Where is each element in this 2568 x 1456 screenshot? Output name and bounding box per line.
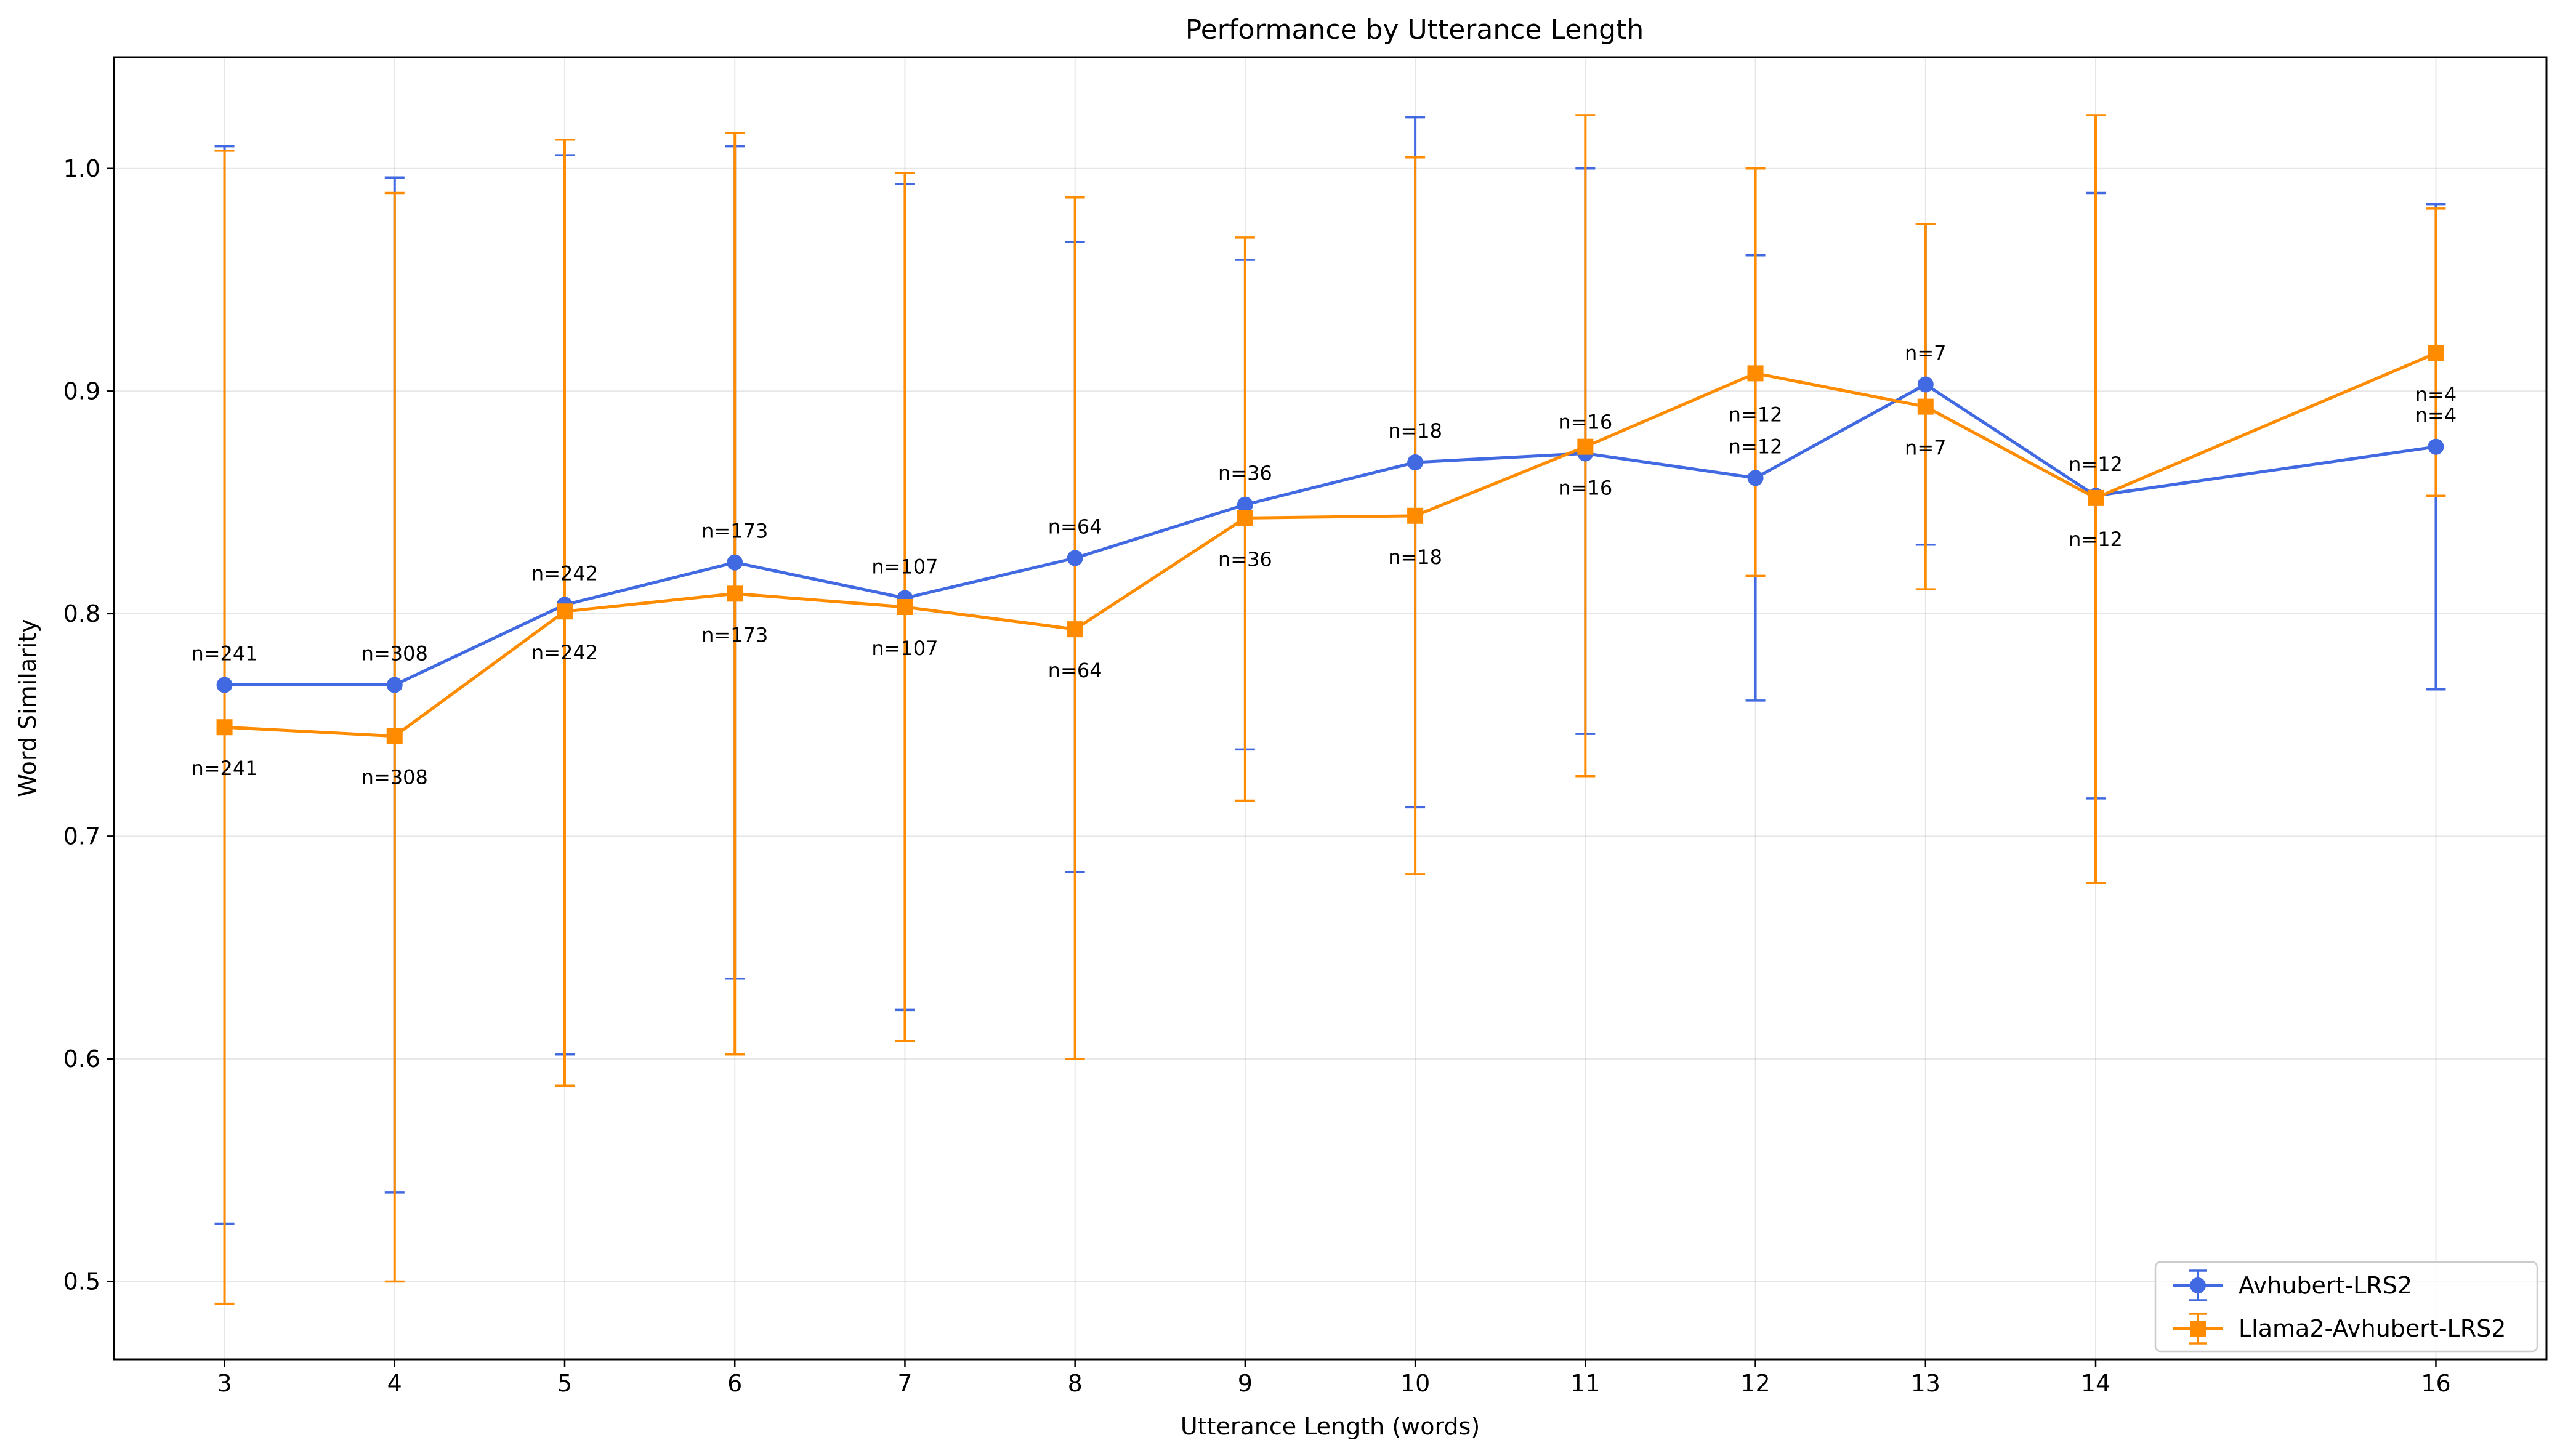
legend-marker	[2190, 1277, 2206, 1293]
data-point	[1407, 507, 1424, 524]
sample-count-label: n=36	[1218, 547, 1272, 571]
x-axis-label: Utterance Length (words)	[1181, 1413, 1480, 1440]
legend-marker	[2190, 1321, 2206, 1337]
y-tick-label: 0.9	[63, 377, 100, 404]
sample-count-label: n=7	[1905, 341, 1946, 364]
data-point	[727, 554, 743, 571]
sample-count-label: n=18	[1388, 419, 1442, 443]
y-tick-label: 0.7	[63, 823, 100, 850]
legend-label: Llama2-Avhubert-LRS2	[2239, 1315, 2506, 1342]
data-point	[386, 728, 403, 744]
data-point	[1577, 438, 1594, 455]
sample-count-label: n=242	[531, 561, 598, 585]
sample-count-annotations: n=241 n=308 n=242 n=173 n=107 n=64 n=36 n=18 n=1…	[191, 341, 2457, 789]
data-point	[1917, 398, 1934, 415]
sample-count-label: n=4	[2415, 404, 2457, 427]
data-point	[386, 677, 403, 693]
data-point	[216, 677, 233, 693]
sample-count-label: n=173	[701, 623, 768, 646]
y-tick-label: 0.6	[63, 1045, 100, 1072]
sample-count-label: n=12	[2069, 528, 2123, 551]
sample-count-label: n=173	[701, 520, 768, 543]
data-point	[2428, 438, 2444, 455]
sample-count-label: n=241	[191, 642, 257, 666]
x-tick-label: 14	[2081, 1370, 2110, 1397]
x-tick-label: 9	[1238, 1370, 1253, 1397]
legend-box	[2154, 1261, 2538, 1353]
data-point	[1917, 376, 1934, 393]
x-tick-label: 12	[1740, 1370, 1770, 1397]
sample-count-label: n=16	[1558, 411, 1612, 434]
x-tick-label: 6	[727, 1370, 742, 1397]
x-tick-label: 10	[1400, 1370, 1430, 1397]
x-tick-label: 4	[387, 1370, 402, 1397]
legend-label: Avhubert-LRS2	[2239, 1272, 2412, 1299]
sample-count-label: n=12	[1729, 403, 1783, 426]
sample-count-label: n=242	[531, 641, 598, 664]
legend: Avhubert-LRS2 Llama2-Avhubert-LRS2	[2154, 1261, 2538, 1353]
data-point	[556, 603, 573, 620]
series-markers	[216, 345, 2444, 744]
sample-count-label: n=18	[1388, 545, 1442, 569]
sample-count-label: n=7	[1905, 436, 1946, 460]
data-point	[1067, 550, 1083, 566]
y-tick-label: 0.8	[63, 600, 100, 627]
data-point	[1237, 510, 1253, 526]
x-tick-label: 5	[557, 1370, 572, 1397]
data-point	[1747, 365, 1764, 382]
data-point	[897, 599, 913, 615]
sample-count-label: n=4	[2415, 383, 2457, 406]
x-tick-label: 7	[897, 1370, 912, 1397]
x-axis: 3 4 5 6 7 8 9 10 11 12 13 14 16	[217, 1359, 2451, 1397]
data-point	[1407, 454, 1424, 470]
sample-count-label: n=308	[361, 766, 428, 789]
sample-count-label: n=308	[361, 642, 428, 666]
data-point	[216, 719, 233, 736]
data-point	[1747, 470, 1764, 486]
x-tick-label: 3	[217, 1370, 232, 1397]
x-tick-label: 16	[2421, 1370, 2450, 1397]
data-point	[2428, 345, 2444, 361]
sample-count-label: n=36	[1218, 462, 1272, 485]
sample-count-label: n=64	[1048, 515, 1102, 538]
data-point	[2088, 489, 2104, 506]
data-point	[727, 585, 743, 602]
chart-title: Performance by Utterance Length	[1185, 14, 1644, 46]
data-point	[1067, 621, 1083, 638]
plot-area-frame	[113, 56, 2548, 1361]
sample-count-label: n=107	[871, 637, 938, 660]
sample-count-label: n=107	[871, 555, 938, 579]
sample-count-label: n=12	[1729, 435, 1783, 458]
y-axis: 0.5 0.6 0.7 0.8 0.9 1.0	[63, 155, 114, 1295]
y-axis-label: Word Similarity	[14, 619, 41, 797]
y-tick-label: 0.5	[63, 1268, 100, 1295]
sample-count-label: n=16	[1558, 477, 1612, 500]
sample-count-label: n=64	[1048, 659, 1102, 682]
x-tick-label: 13	[1911, 1370, 1940, 1397]
sample-count-label: n=241	[191, 757, 257, 780]
error-bars	[214, 114, 2446, 1305]
data-point	[1237, 496, 1253, 513]
x-tick-label: 8	[1068, 1370, 1083, 1397]
y-tick-label: 1.0	[63, 155, 100, 182]
sample-count-label: n=12	[2069, 452, 2123, 476]
x-tick-label: 11	[1570, 1370, 1600, 1397]
